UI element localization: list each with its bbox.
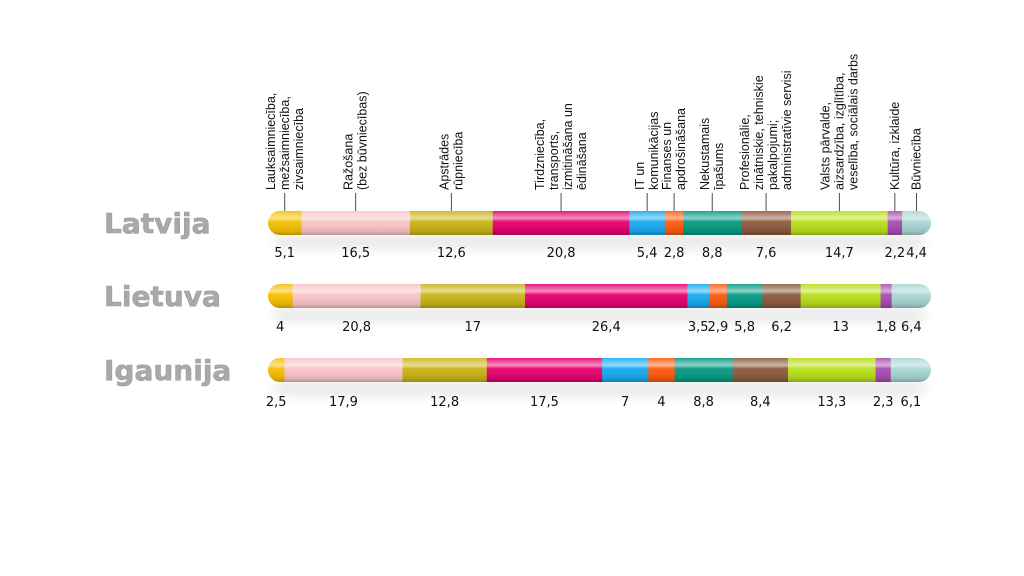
- value-label: 5,4: [637, 246, 658, 261]
- category-label-line: ēdināšana: [575, 132, 589, 190]
- value-label: 2,8: [664, 246, 685, 261]
- category-label-line: Nekustamais: [698, 118, 712, 190]
- value-label: 6,1: [901, 395, 922, 410]
- category-label-line: Finanses un: [660, 122, 674, 190]
- value-label: 3,5: [688, 320, 709, 335]
- value-label: 12,8: [430, 395, 459, 410]
- category-label-line: apdrošināšana: [674, 108, 688, 190]
- category-label-line: zivsaimniecība: [292, 108, 306, 190]
- category-label-line: komunikācijas: [647, 111, 661, 190]
- category-label: Valsts pārvalde,aizsardzība, izglītība,v…: [818, 54, 860, 190]
- category-labels: Lauksaimniecība,mežsaimniecība,zivsaimni…: [264, 54, 924, 190]
- category-label-line: pakalpojumi;: [766, 120, 780, 190]
- category-label: Apstrādesrūpniecība: [437, 132, 465, 190]
- value-label: 2,9: [708, 320, 729, 335]
- category-label: Nekustamaisīpašums: [698, 118, 726, 190]
- bar-shadow: [274, 310, 925, 320]
- value-label: 7: [621, 395, 629, 410]
- category-label: Finanses unapdrošināšana: [660, 108, 688, 190]
- value-label: 17,9: [329, 395, 358, 410]
- value-label: 26,4: [592, 320, 621, 335]
- category-label-line: mežsaimniecība,: [278, 96, 292, 190]
- bar-gloss: [268, 284, 931, 308]
- value-label: 17: [465, 320, 482, 335]
- category-label-line: Apstrādes: [437, 134, 451, 190]
- category-label-line: Ražošana: [342, 134, 356, 190]
- value-label: 7,6: [756, 246, 777, 261]
- category-label-line: zinātniskie, tehniskie: [752, 75, 766, 190]
- category-label: Kultūra, izklaide: [888, 102, 902, 190]
- category-label: Ražošana(bez būvniecības): [342, 91, 370, 190]
- category-label-line: Kultūra, izklaide: [888, 102, 902, 190]
- value-label: 12,6: [437, 246, 466, 261]
- value-label: 8,4: [750, 395, 771, 410]
- value-label: 2,5: [266, 395, 287, 410]
- value-label: 5,1: [274, 246, 295, 261]
- value-label: 13: [832, 320, 849, 335]
- value-label: 13,3: [817, 395, 846, 410]
- category-label: Profesionālie,zinātniskie, tehniskiepaka…: [738, 71, 794, 190]
- category-label-line: veselība, sociālais darbs: [846, 54, 860, 190]
- category-label: Lauksaimniecība,mežsaimniecība,zivsaimni…: [264, 93, 306, 190]
- value-labels: 5,1 16,5 12,6 20,8 5,4 2,8 8,8 7,6 14,7 2,2 4,4 4 20…: [266, 246, 927, 410]
- category-label-line: (bez būvniecības): [356, 91, 370, 190]
- value-label: 6,4: [901, 320, 922, 335]
- category-label-line: aizsardzība, izglītība,: [832, 73, 846, 190]
- category-label-line: Valsts pārvalde,: [818, 102, 832, 190]
- bar-shadow: [274, 237, 925, 247]
- country-label: Igaunija: [104, 354, 231, 387]
- value-label: 20,8: [342, 320, 371, 335]
- country-labels: Latvija Lietuva Igaunija: [104, 207, 232, 388]
- value-label: 2,3: [873, 395, 894, 410]
- category-label-line: Profesionālie,: [738, 114, 752, 190]
- value-label: 1,8: [876, 320, 897, 335]
- value-label: 4: [657, 395, 665, 410]
- bar-shadows: [274, 237, 925, 394]
- category-label-line: Lauksaimniecība,: [264, 93, 278, 190]
- value-label: 8,8: [693, 395, 714, 410]
- category-label-line: transports,: [547, 131, 561, 190]
- bar-gloss: [268, 211, 931, 235]
- category-label-line: izmitināšana un: [561, 103, 575, 190]
- category-label-line: Tirdzniecība,: [533, 119, 547, 190]
- category-label: Tirdzniecība,transports,izmitināšana unē…: [533, 103, 589, 190]
- value-label: 17,5: [530, 395, 559, 410]
- bar-shadow: [274, 384, 925, 394]
- category-label-line: rūpniecība: [451, 132, 465, 190]
- value-label: 6,2: [771, 320, 792, 335]
- value-label: 4: [276, 320, 284, 335]
- value-label: 14,7: [825, 246, 854, 261]
- value-label: 5,8: [734, 320, 755, 335]
- value-label: 4,4: [906, 246, 927, 261]
- value-label: 16,5: [341, 246, 370, 261]
- category-label: IT unkomunikācijas: [633, 111, 661, 190]
- label-leader-lines: [284, 193, 917, 211]
- category-label-line: administratīvie servisi: [780, 71, 794, 190]
- bars-group: [268, 211, 931, 382]
- country-label: Latvija: [104, 207, 210, 240]
- value-label: 8,8: [702, 246, 723, 261]
- value-label: 20,8: [547, 246, 576, 261]
- country-label: Lietuva: [104, 280, 221, 313]
- category-label-line: IT un: [633, 162, 647, 190]
- value-label: 2,2: [885, 246, 906, 261]
- bar-gloss: [268, 358, 931, 382]
- category-label: Būvniecība: [910, 128, 924, 190]
- category-label-line: īpašums: [712, 143, 726, 190]
- category-label-line: Būvniecība: [910, 128, 924, 190]
